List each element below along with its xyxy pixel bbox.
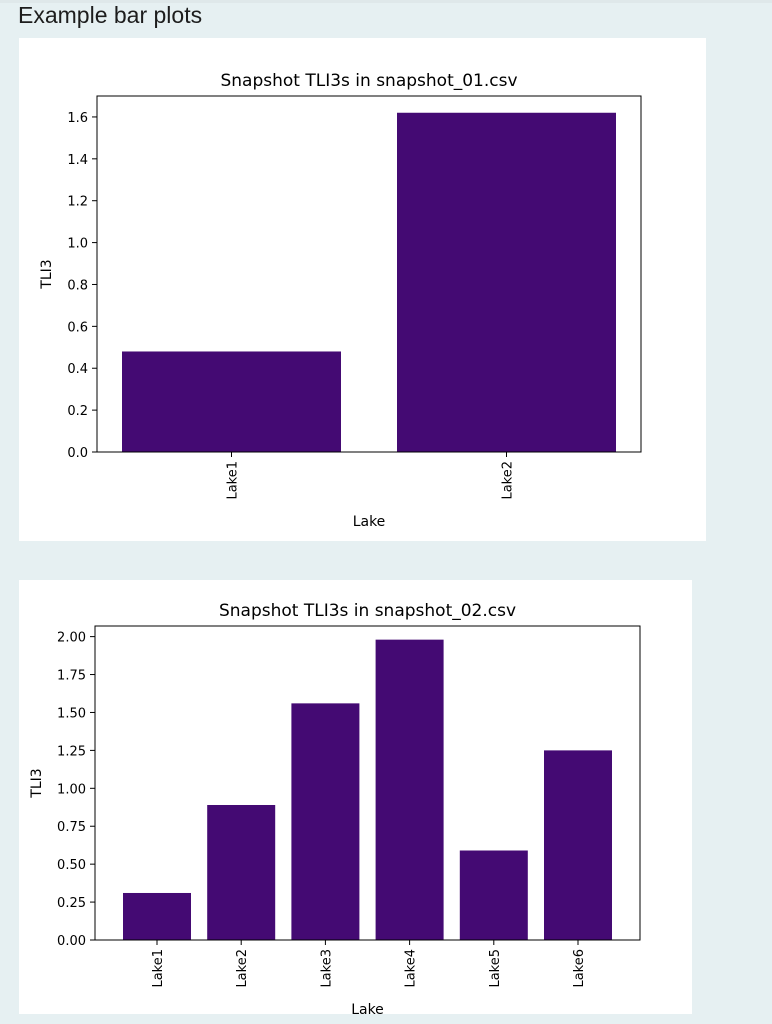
y-tick-label: 0.4	[67, 362, 88, 377]
bottom-divider	[0, 1014, 772, 1024]
x-tick-label: Lake6	[572, 949, 587, 988]
x-axis-label: Lake	[353, 514, 386, 530]
bar-lake4	[375, 639, 444, 940]
y-axis-label: TLI3	[29, 768, 45, 798]
x-tick-label: Lake2	[235, 949, 250, 988]
y-tick-label: 0.8	[67, 278, 88, 293]
plot-frame	[96, 95, 642, 453]
bar-lake1	[123, 892, 191, 940]
y-tick-label: 2.00	[57, 631, 86, 646]
y-tick-label: 0.75	[57, 820, 86, 835]
y-tick-label: 1.50	[57, 706, 86, 721]
y-tick-label: 1.6	[67, 111, 88, 126]
bar-lake2	[207, 804, 276, 940]
chart-panel-1: Snapshot TLI3s in snapshot_01.csv 0.0 0.2 0…	[19, 38, 706, 541]
x-tick-label: Lake4	[404, 949, 419, 988]
y-axis-label: TLI3	[39, 259, 55, 289]
chart-title: Snapshot TLI3s in snapshot_01.csv	[220, 71, 517, 91]
y-tick-label: 0.25	[57, 896, 86, 911]
bar-lake6	[544, 750, 612, 940]
top-divider	[0, 0, 772, 3]
bar-chart-snapshot-01: Snapshot TLI3s in snapshot_01.csv 0.0 0.2 0…	[39, 71, 642, 530]
markdown-heading: Example bar plots	[18, 2, 203, 28]
bar-lake5	[459, 850, 528, 940]
y-tick-label: 1.75	[57, 669, 86, 684]
y-tick-label: 0.6	[67, 320, 88, 335]
bar-lake2	[397, 112, 616, 453]
chart-title: Snapshot TLI3s in snapshot_02.csv	[219, 601, 516, 621]
y-tick-label: 1.25	[57, 744, 86, 759]
x-tick-label: Lake1	[151, 949, 166, 988]
y-tick-label: 0.2	[67, 404, 88, 419]
plot-frame	[94, 625, 641, 941]
x-tick-label: Lake5	[488, 949, 503, 988]
y-tick-label: 1.00	[57, 782, 86, 797]
bar-lake3	[291, 703, 360, 940]
y-tick-label: 0.50	[57, 858, 86, 873]
x-tick-label: Lake2	[501, 461, 516, 500]
x-tick-label: Lake3	[319, 949, 334, 988]
bar-lake1	[122, 351, 341, 452]
y-tick-label: 1.4	[67, 153, 88, 168]
y-tick-label: 1.0	[67, 237, 88, 252]
y-tick-label: 0.00	[57, 934, 86, 949]
bar-chart-snapshot-02: Snapshot TLI3s in snapshot_02.csv 0.00 0.2…	[29, 601, 641, 1018]
y-tick-label: 1.2	[67, 195, 88, 210]
y-tick-label: 0.0	[67, 446, 88, 461]
chart-panel-2: Snapshot TLI3s in snapshot_02.csv 0.00 0.2…	[19, 580, 692, 1024]
x-tick-label: Lake1	[226, 461, 241, 500]
